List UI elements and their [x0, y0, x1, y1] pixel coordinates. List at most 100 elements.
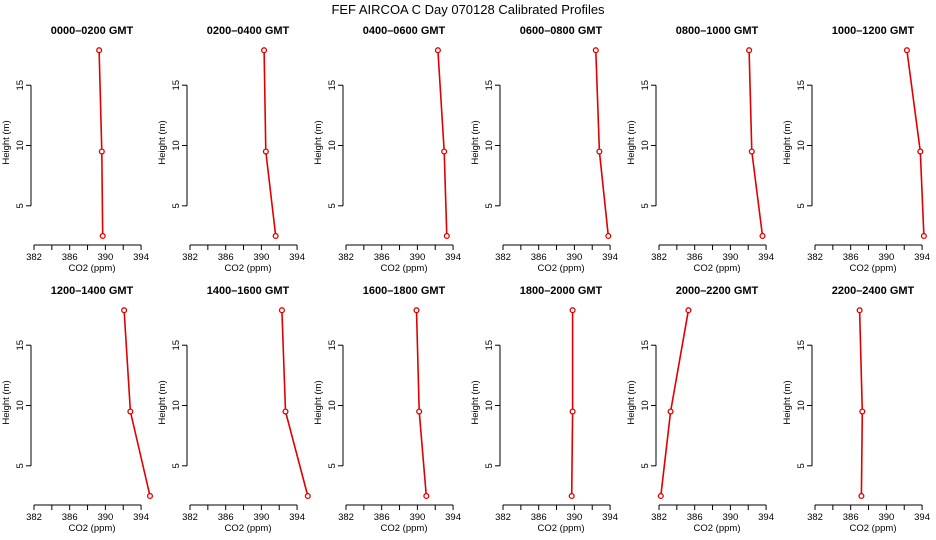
x-tick-label: 394	[914, 512, 930, 523]
y-tick-label: 10	[484, 140, 495, 151]
profile-point	[920, 232, 927, 240]
y-axis-label: Height (m)	[1, 380, 12, 424]
profile-point	[685, 307, 692, 314]
x-tick-label: 394	[133, 512, 149, 523]
y-axis-label: Height (m)	[626, 380, 637, 424]
profile-point	[272, 232, 279, 240]
profile-point	[856, 307, 863, 314]
y-tick-label: 5	[640, 203, 651, 208]
y-axis-label: Height (m)	[626, 120, 637, 164]
profile-line	[906, 50, 925, 237]
profile-point	[262, 148, 269, 155]
x-tick-label: 390	[253, 512, 269, 523]
x-axis-label: CO2 (ppm)	[225, 523, 272, 534]
y-tick-label: 5	[640, 463, 651, 468]
profile-point	[858, 492, 865, 500]
x-tick-label: 394	[758, 252, 774, 263]
profile-point	[859, 408, 866, 415]
panel-title: 0200–0400 GMT	[207, 25, 290, 37]
profile-point	[278, 307, 285, 314]
y-tick-label: 10	[640, 140, 651, 151]
profile-point	[304, 492, 311, 500]
x-tick-label: 394	[602, 512, 618, 523]
profile-point	[917, 148, 924, 155]
profile-point	[98, 148, 105, 155]
y-tick-label: 15	[484, 80, 495, 91]
x-tick-label: 394	[133, 252, 149, 263]
y-tick-label: 5	[15, 463, 26, 468]
profile-point	[605, 232, 612, 240]
y-tick-label: 5	[171, 463, 182, 468]
panel-11: 2000–2200 GMT 382 386 390 394 5 10 15 CO2 (ppm) H…	[626, 285, 774, 534]
profile-line	[595, 50, 610, 237]
y-tick-label: 15	[327, 340, 338, 351]
panel-12: 2200–2400 GMT 382 386 390 394 5 10 15 CO2 (ppm) H…	[782, 285, 930, 534]
x-tick-label: 390	[409, 252, 425, 263]
x-tick-label: 386	[687, 512, 703, 523]
x-tick-label: 390	[97, 512, 113, 523]
profile-point	[146, 492, 154, 500]
profile-point	[657, 492, 664, 500]
profile-point	[903, 47, 910, 54]
panel-4: 0600–0800 GMT 382 386 390 394 5 10 15 CO2 (ppm) H…	[470, 25, 618, 274]
profile-line	[437, 50, 448, 237]
panel-title: 1800–2000 GMT	[520, 285, 603, 297]
x-tick-label: 382	[495, 252, 511, 263]
panel-title: 1600–1800 GMT	[363, 285, 446, 297]
x-tick-label: 390	[722, 512, 738, 523]
profile-line	[123, 310, 151, 497]
x-tick-label: 382	[182, 252, 198, 263]
y-tick-label: 10	[15, 400, 26, 411]
x-tick-label: 386	[62, 512, 78, 523]
panel-10: 1800–2000 GMT 382 386 390 394 5 10 15 CO2 (ppm) H…	[470, 285, 618, 534]
panel-title: 0400–0600 GMT	[363, 25, 446, 37]
y-tick-label: 15	[15, 80, 26, 91]
profile-line	[415, 310, 428, 497]
x-tick-label: 394	[602, 252, 618, 263]
x-tick-label: 386	[843, 252, 859, 263]
x-tick-label: 382	[651, 512, 667, 523]
y-axis-label: Height (m)	[782, 120, 793, 164]
x-axis-label: CO2 (ppm)	[538, 523, 585, 534]
x-tick-label: 390	[566, 512, 582, 523]
y-axis-label: Height (m)	[782, 380, 793, 424]
figure-title: FEF AIRCOA C Day 070128 Calibrated Profi…	[331, 2, 605, 17]
panel-title: 1400–1600 GMT	[207, 285, 290, 297]
x-axis-label: CO2 (ppm)	[850, 523, 897, 534]
panel-title: 0800–1000 GMT	[676, 25, 759, 37]
y-tick-label: 10	[15, 140, 26, 151]
panel-title: 0600–0800 GMT	[520, 25, 603, 37]
y-tick-label: 10	[171, 140, 182, 151]
x-tick-label: 382	[807, 252, 823, 263]
x-tick-label: 386	[531, 252, 547, 263]
x-tick-label: 390	[253, 252, 269, 263]
y-axis-label: Height (m)	[313, 380, 324, 424]
panel-8: 1400–1600 GMT 382 386 390 394 5 10 15 CO2 (ppm) H…	[157, 285, 311, 534]
panel-grid: 0000–0200 GMT 382 386 390 394 5 10 15 CO2 (ppm) H…	[1, 25, 930, 534]
x-tick-label: 382	[182, 512, 198, 523]
profile-point	[748, 148, 755, 155]
profile-point	[441, 148, 448, 155]
x-axis-label: CO2 (ppm)	[381, 263, 428, 274]
profile-line	[660, 310, 690, 497]
profile-point	[667, 408, 674, 415]
y-tick-label: 5	[796, 203, 807, 208]
x-tick-label: 390	[97, 252, 113, 263]
x-axis-label: CO2 (ppm)	[694, 263, 741, 274]
y-tick-label: 15	[640, 80, 651, 91]
x-tick-label: 394	[445, 512, 461, 523]
x-axis-label: CO2 (ppm)	[850, 263, 897, 274]
y-tick-label: 10	[327, 140, 338, 151]
x-tick-label: 394	[758, 512, 774, 523]
x-tick-label: 382	[338, 512, 354, 523]
x-tick-label: 386	[218, 252, 234, 263]
panel-7: 1200–1400 GMT 382 386 390 394 5 10 15 CO2 (ppm) H…	[1, 285, 154, 534]
profile-line	[570, 310, 574, 497]
profile-line	[858, 310, 864, 497]
y-axis-label: Height (m)	[313, 120, 324, 164]
profile-point	[416, 408, 423, 415]
profile-point	[423, 492, 430, 500]
profile-point	[759, 232, 766, 240]
x-tick-label: 394	[289, 252, 305, 263]
panel-5: 0800–1000 GMT 382 386 390 394 5 10 15 CO2 (ppm) H…	[626, 25, 774, 274]
